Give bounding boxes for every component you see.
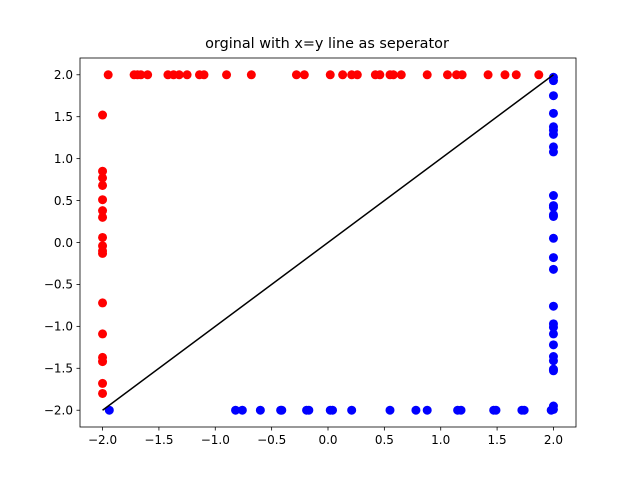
x-tick-label: −2.0 (88, 433, 117, 447)
y-tick-label: −1.0 (44, 320, 73, 334)
y-tick-label: 0.0 (54, 236, 73, 250)
data-point (98, 195, 108, 205)
data-point (182, 70, 192, 80)
data-point (385, 405, 395, 415)
y-tick-label: −1.5 (44, 362, 73, 376)
x-axis: −2.0 −1.5 −1.0 −0.5 0.0 0.5 1.0 1.5 2.0 (88, 427, 563, 447)
data-point (255, 405, 265, 415)
data-point (136, 70, 146, 80)
x-tick-label: −0.5 (257, 433, 286, 447)
data-point (422, 405, 432, 415)
x-tick-label: 0.0 (318, 433, 337, 447)
data-point (422, 70, 432, 80)
data-point (174, 70, 184, 80)
y-tick-label: 0.5 (54, 194, 73, 208)
data-point (98, 110, 108, 120)
data-point (548, 129, 558, 139)
separator-line-layer (102, 74, 554, 411)
data-point (548, 340, 558, 350)
data-point (98, 180, 108, 190)
data-point (98, 232, 108, 242)
points-layer (98, 70, 558, 415)
x-tick-label: −1.0 (201, 433, 230, 447)
data-point (548, 366, 558, 376)
data-point (277, 405, 287, 415)
data-point (338, 70, 348, 80)
data-point (388, 70, 398, 80)
plot-frame (79, 57, 577, 428)
data-point (98, 298, 108, 308)
data-point (548, 301, 558, 311)
x-tick-label: 1.5 (488, 433, 507, 447)
x-tick-label: −1.5 (144, 433, 173, 447)
data-point (246, 70, 256, 80)
separator-line (102, 74, 554, 411)
y-tick-label: 1.5 (54, 110, 73, 124)
data-point (347, 405, 357, 415)
data-point (548, 147, 558, 157)
series-1 (104, 72, 558, 415)
data-point (548, 108, 558, 118)
x-tick-label: 0.5 (375, 433, 394, 447)
data-point (548, 202, 558, 212)
data-point (548, 212, 558, 222)
y-axis: −2.0 −1.5 −1.0 −0.5 0.0 0.5 1.0 1.5 2.0 (44, 68, 80, 418)
data-point (396, 70, 406, 80)
data-point (98, 173, 108, 183)
y-tick-label: 1.0 (54, 152, 73, 166)
data-point (325, 70, 335, 80)
data-point (352, 70, 362, 80)
data-point (375, 70, 385, 80)
data-point (98, 378, 108, 388)
data-point (548, 191, 558, 201)
data-point (548, 253, 558, 263)
data-point (546, 405, 556, 415)
data-point (98, 206, 108, 216)
data-point (457, 70, 467, 80)
data-point (411, 405, 421, 415)
data-point (199, 70, 209, 80)
data-point (500, 70, 510, 80)
data-point (548, 76, 558, 86)
data-point (519, 405, 529, 415)
data-point (98, 212, 108, 222)
data-point (98, 329, 108, 339)
data-point (548, 264, 558, 274)
data-point (548, 91, 558, 101)
data-point (548, 233, 558, 243)
data-point (456, 405, 466, 415)
x-tick-label: 2.0 (544, 433, 563, 447)
y-tick-label: −2.0 (44, 404, 73, 418)
data-point (143, 70, 153, 80)
data-point (548, 322, 558, 332)
x-tick-label: 1.0 (431, 433, 450, 447)
data-point (328, 405, 338, 415)
series-0 (98, 70, 544, 398)
data-point (237, 405, 247, 415)
data-point (491, 405, 501, 415)
data-point (98, 166, 108, 176)
y-tick-label: −0.5 (44, 278, 73, 292)
data-point (222, 70, 232, 80)
data-point (442, 70, 452, 80)
data-point (511, 70, 521, 80)
data-point (534, 70, 544, 80)
y-tick-label: 2.0 (54, 68, 73, 82)
data-point (548, 356, 558, 366)
data-point (231, 405, 241, 415)
data-point (104, 405, 114, 415)
data-point (98, 357, 108, 367)
data-point (483, 70, 493, 80)
data-point (299, 70, 309, 80)
data-point (103, 70, 113, 80)
data-point (304, 405, 314, 415)
data-point (98, 388, 108, 398)
data-point (548, 329, 558, 339)
chart-title: orginal with x=y line as seperator (205, 36, 449, 52)
data-point (291, 70, 301, 80)
data-point (98, 248, 108, 258)
